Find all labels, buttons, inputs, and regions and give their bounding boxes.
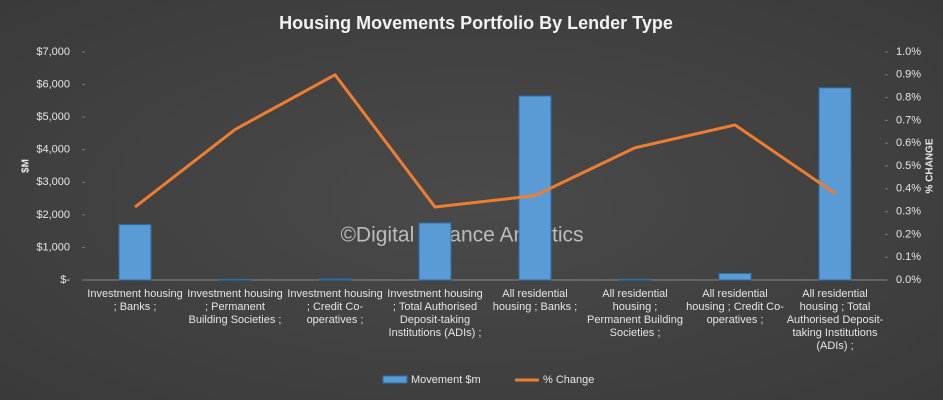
x-tick-label: Investment housing ; Total Authorised De… [387,288,483,339]
y2-tick-label: 0.8% [896,92,921,104]
x-tick-label: Investment housing ; Permanent Building … [187,288,283,326]
x-tick-label: Investment housing ; Banks ; [87,288,183,313]
line [134,73,836,209]
bar [818,87,852,281]
y-tick-label: $- [60,274,70,286]
bar [418,222,452,281]
y-tick-label: $1,000 [36,241,70,253]
y-tick-label: $3,000 [36,176,70,188]
y2-tick-label: 0.4% [896,183,921,195]
y-tick-label: $7,000 [36,46,70,58]
y2-tick-label: 0.9% [896,69,921,81]
x-tick-label: All residential housing ; Credit Co-oper… [686,288,784,326]
x-tick-label: All residential housing ; Permanent Buil… [586,288,683,339]
x-tick-label: All residential housing ; Banks ; [492,288,578,313]
y2-tick-label: 0.1% [896,251,921,263]
x-tick-label: All residential housing ; Total Authoris… [786,288,884,352]
y2-tick-label: 0.6% [896,137,921,149]
legend-swatch [382,375,408,384]
x-tick-label: Investment housing ; Credit Co-operative… [287,288,383,326]
bar [718,272,752,281]
bar [618,278,652,281]
legend-label: Movement $m [411,374,481,386]
y2-axis-title: % CHANGE [925,138,936,193]
y-tick-label: $2,000 [36,209,70,221]
y-axis-title: $M [21,159,32,173]
y-tick-label: $4,000 [36,144,70,156]
y2-tick-label: 0.7% [896,114,921,126]
y-tick-label: $6,000 [36,78,70,90]
y2-tick-label: 0.5% [896,160,921,172]
chart-title: Housing Movements Portfolio By Lender Ty… [279,13,673,33]
y2-tick-label: 0.2% [896,228,921,240]
bar [318,278,352,281]
bar [118,224,152,281]
y-tick-label: $5,000 [36,111,70,123]
bar [218,278,252,281]
bar [518,95,552,281]
y2-tick-label: 0.3% [896,206,921,218]
y2-tick-label: 0.0% [896,274,921,286]
legend-label: % Change [543,374,594,386]
y2-tick-label: 1.0% [896,46,921,58]
